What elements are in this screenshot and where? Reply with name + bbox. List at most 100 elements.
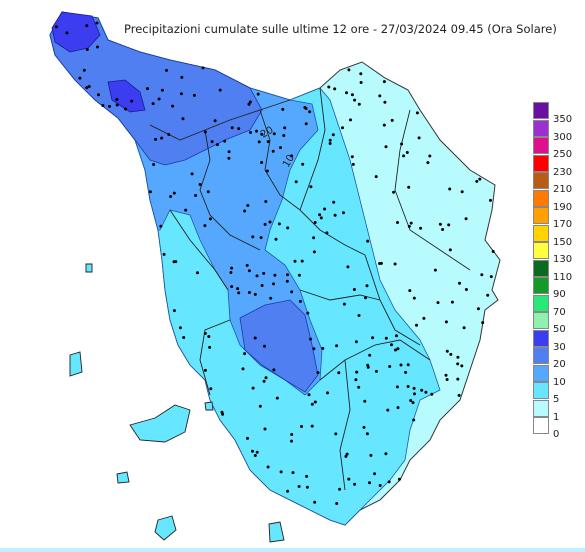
station-dot bbox=[397, 477, 401, 481]
station-dot bbox=[65, 31, 69, 35]
station-dot bbox=[160, 88, 164, 92]
station-dot bbox=[251, 235, 255, 239]
station-dot bbox=[457, 393, 461, 397]
station-dot bbox=[85, 24, 89, 28]
station-dot bbox=[115, 103, 119, 107]
station-dot bbox=[305, 474, 309, 478]
station-dot bbox=[355, 370, 359, 374]
station-dot bbox=[245, 263, 249, 267]
legend-label: 150 bbox=[553, 236, 573, 248]
legend-label: 130 bbox=[553, 254, 573, 265]
station-dot bbox=[456, 377, 460, 381]
station-dot bbox=[262, 379, 266, 383]
station-dot bbox=[241, 367, 245, 371]
station-dot bbox=[253, 454, 257, 457]
station-dot bbox=[247, 269, 251, 273]
station-dot bbox=[316, 371, 320, 375]
station-dot bbox=[230, 266, 234, 270]
station-dot bbox=[374, 175, 378, 179]
legend-swatch bbox=[533, 259, 549, 277]
station-dot bbox=[445, 349, 449, 353]
station-dot bbox=[146, 87, 149, 91]
station-dot bbox=[328, 142, 332, 145]
station-dot bbox=[178, 326, 182, 330]
station-dot bbox=[165, 68, 168, 72]
station-dot bbox=[344, 454, 348, 458]
legend-swatch bbox=[533, 312, 549, 329]
legend-swatch bbox=[533, 382, 549, 399]
station-dot bbox=[364, 296, 367, 300]
station-dot bbox=[283, 126, 287, 130]
legend-label: 50 bbox=[553, 324, 566, 335]
station-dot bbox=[312, 236, 316, 240]
station-dot bbox=[352, 288, 356, 291]
station-dot bbox=[179, 92, 183, 96]
station-dot bbox=[203, 130, 207, 134]
station-dot bbox=[420, 388, 424, 392]
station-dot bbox=[400, 142, 404, 146]
station-dot bbox=[407, 185, 411, 189]
station-dot bbox=[406, 363, 410, 367]
station-dot bbox=[456, 355, 460, 359]
station-dot bbox=[255, 274, 259, 278]
station-dot bbox=[167, 133, 171, 136]
station-dot bbox=[491, 250, 495, 253]
legend-label: 190 bbox=[553, 201, 573, 213]
legend-swatch bbox=[533, 417, 549, 434]
station-dot bbox=[407, 224, 411, 228]
station-dot bbox=[433, 268, 437, 272]
station-dot bbox=[157, 97, 161, 101]
legend-swatch bbox=[533, 207, 549, 224]
station-dot bbox=[417, 136, 421, 140]
station-dot bbox=[130, 99, 134, 103]
station-dot bbox=[390, 343, 393, 347]
legend-label: 210 bbox=[553, 184, 573, 195]
station-dot bbox=[462, 326, 466, 330]
station-dot bbox=[368, 353, 372, 357]
station-dot bbox=[294, 180, 298, 184]
station-dot bbox=[230, 126, 234, 130]
station-dot bbox=[236, 287, 240, 291]
station-dot bbox=[456, 362, 460, 366]
station-dot bbox=[428, 154, 432, 158]
station-dot bbox=[208, 217, 212, 221]
station-dot bbox=[476, 307, 480, 311]
station-dot bbox=[319, 216, 323, 220]
station-dot bbox=[399, 363, 403, 367]
station-dot bbox=[305, 485, 309, 489]
station-dot bbox=[248, 100, 252, 104]
station-dot bbox=[412, 386, 416, 390]
station-dot bbox=[260, 161, 264, 164]
station-dot bbox=[392, 190, 396, 194]
station-dot bbox=[256, 92, 260, 96]
station-dot bbox=[444, 373, 448, 377]
legend-swatch bbox=[533, 399, 549, 417]
legend-label: 5 bbox=[553, 394, 560, 405]
station-dot bbox=[263, 427, 267, 431]
station-dot bbox=[419, 226, 423, 230]
station-dot bbox=[198, 183, 202, 186]
station-dot bbox=[309, 337, 313, 341]
station-dot bbox=[229, 271, 233, 274]
station-dot bbox=[96, 45, 99, 49]
zone-10-20-south bbox=[239, 299, 319, 393]
legend-label: 250 bbox=[553, 149, 573, 160]
station-dot bbox=[237, 127, 241, 131]
station-dot bbox=[374, 369, 378, 373]
station-dot bbox=[272, 132, 276, 136]
province-borders bbox=[149, 87, 471, 491]
station-dot bbox=[369, 453, 373, 457]
station-dot bbox=[265, 169, 269, 173]
station-dot bbox=[345, 452, 349, 456]
station-dot bbox=[291, 471, 295, 475]
station-dot bbox=[85, 48, 89, 51]
station-dot bbox=[297, 273, 301, 277]
station-dot bbox=[394, 348, 397, 352]
station-dot bbox=[246, 204, 250, 207]
station-dot bbox=[384, 145, 388, 149]
station-dot bbox=[290, 433, 294, 436]
station-dot bbox=[365, 284, 369, 288]
station-dot bbox=[422, 316, 426, 320]
station-dot bbox=[460, 364, 464, 368]
station-dot bbox=[460, 190, 464, 194]
